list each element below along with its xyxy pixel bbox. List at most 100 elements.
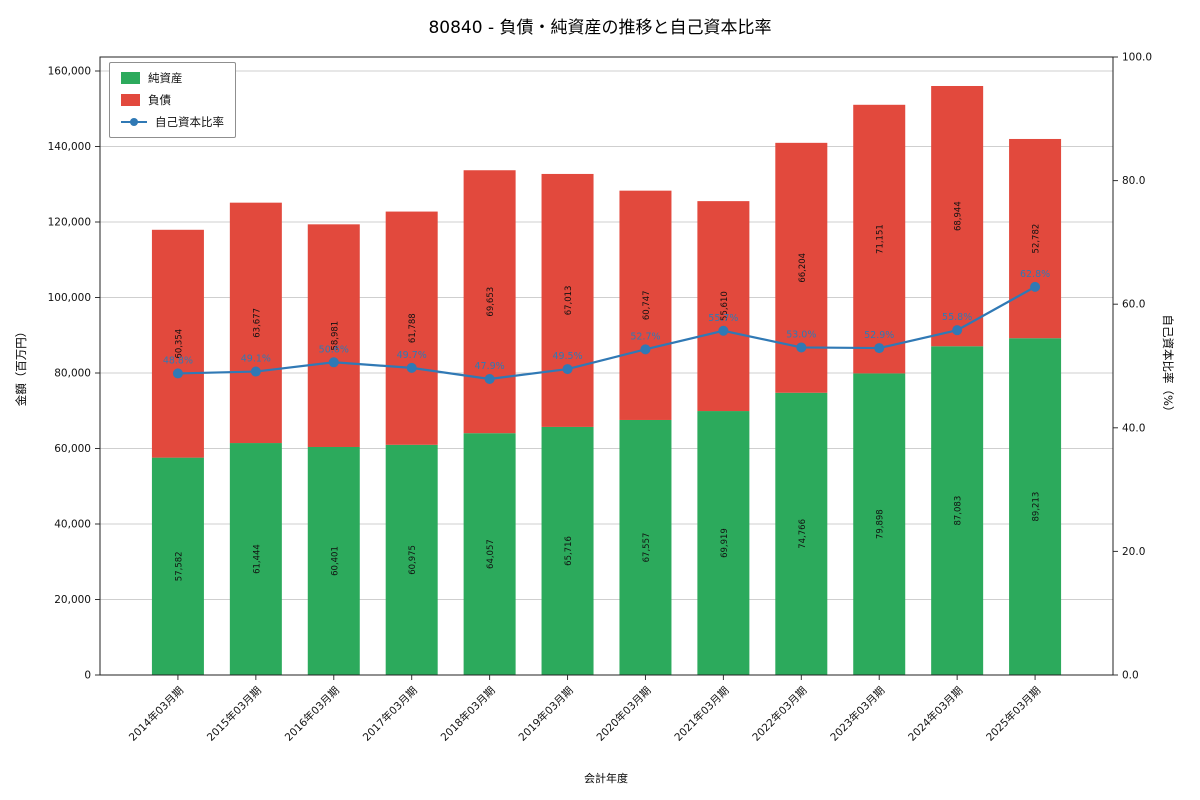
net-assets-value-label: 60,401 (330, 546, 340, 576)
y-right-tick-label: 40.0 (1122, 422, 1145, 434)
liabilities-value-label: 52,782 (1032, 224, 1042, 254)
liabilities-value-label: 67,013 (564, 286, 574, 316)
equity-ratio-marker (718, 325, 729, 336)
equity-ratio-label: 48.8% (163, 355, 193, 366)
liabilities-bar (697, 201, 750, 412)
equity-ratio-marker (874, 343, 885, 354)
liabilities-value-label: 69,653 (486, 287, 496, 317)
liabilities-bar (1009, 138, 1062, 339)
equity-ratio-marker (562, 364, 573, 375)
liabilities-value-label: 63,677 (252, 308, 262, 338)
liabilities-bar (541, 173, 594, 427)
net-assets-bar (853, 373, 906, 675)
liabilities-bar (619, 190, 672, 420)
net-assets-value-label: 64,057 (486, 539, 496, 569)
x-tick-label: 2024年03月期 (905, 684, 965, 744)
legend-label-liabilities: 負債 (148, 93, 171, 107)
plot-border (99, 56, 1114, 676)
net-assets-value-label: 61,444 (252, 544, 262, 574)
liabilities-value-label: 60,354 (174, 329, 184, 359)
equity-ratio-label: 52.7% (630, 331, 660, 342)
legend-item-liabilities: 負債 (121, 92, 224, 108)
net-assets-bar (541, 426, 594, 675)
net-assets-value-label: 57,582 (174, 551, 184, 581)
y-left-tick-label: 140,000 (48, 141, 91, 153)
liabilities-value-label: 61,788 (408, 313, 418, 343)
x-tick-label: 2019年03月期 (516, 684, 576, 744)
y-left-tick-label: 80,000 (54, 368, 91, 380)
equity-ratio-label: 49.7% (397, 350, 427, 361)
x-axis-label: 会計年度 (584, 772, 628, 785)
y-left-tick-label: 0 (84, 670, 91, 682)
equity-ratio-marker (1030, 281, 1041, 292)
liabilities-value-label: 55,610 (720, 291, 730, 321)
equity-ratio-label: 55.7% (708, 313, 738, 324)
x-tick-label: 2018年03月期 (438, 684, 498, 744)
net-assets-bar (307, 446, 360, 675)
net-assets-value-label: 67,557 (642, 533, 652, 563)
legend-line-swatch (121, 118, 147, 126)
net-assets-bar (229, 443, 282, 675)
x-tick-label: 2020年03月期 (594, 684, 654, 744)
equity-ratio-marker (250, 366, 261, 377)
equity-ratio-marker (484, 373, 495, 384)
legend-label-equity-ratio: 自己資本比率 (155, 115, 224, 129)
liabilities-value-label: 68,944 (954, 201, 964, 231)
legend-item-equity-ratio: 自己資本比率 (121, 114, 224, 130)
liabilities-value-label: 58,981 (330, 321, 340, 351)
equity-ratio-marker (172, 368, 183, 379)
liabilities-bar (931, 85, 984, 347)
equity-ratio-line (177, 285, 1036, 381)
net-assets-bar (931, 346, 984, 675)
net-assets-value-label: 74,766 (798, 519, 808, 549)
net-assets-value-label: 89,213 (1032, 492, 1042, 522)
equity-ratio-label: 53.0% (786, 329, 816, 340)
net-assets-value-label: 65,716 (564, 536, 574, 566)
legend-swatch-liabilities (121, 94, 140, 106)
equity-ratio-label: 55.8% (942, 312, 972, 323)
x-tick-label: 2015年03月期 (204, 684, 264, 744)
equity-ratio-label: 47.9% (475, 361, 505, 372)
liabilities-bar (463, 170, 516, 434)
liabilities-value-label: 66,204 (798, 253, 808, 283)
x-tick-label: 2021年03月期 (672, 684, 732, 744)
net-assets-bar (697, 411, 750, 675)
liabilities-bar (385, 211, 438, 445)
net-assets-value-label: 69,919 (720, 528, 730, 558)
equity-ratio-marker (328, 357, 339, 368)
equity-ratio-marker (640, 344, 651, 355)
y-right-tick-label: 0.0 (1122, 670, 1139, 682)
x-tick-label: 2025年03月期 (983, 684, 1043, 744)
net-assets-bar (463, 433, 516, 675)
legend: 純資産 負債 自己資本比率 (109, 62, 236, 138)
equity-ratio-label: 62.8% (1020, 269, 1050, 280)
liabilities-value-label: 60,747 (642, 290, 652, 320)
x-tick-label: 2023年03月期 (828, 684, 888, 744)
y-left-tick-label: 20,000 (54, 594, 91, 606)
y-left-tick-label: 160,000 (48, 66, 91, 78)
y-left-tick-label: 120,000 (48, 217, 91, 229)
y-right-tick-label: 80.0 (1122, 175, 1145, 187)
equity-ratio-marker (796, 342, 807, 353)
liabilities-bar (307, 224, 360, 447)
net-assets-value-label: 79,898 (876, 509, 886, 539)
legend-item-net-assets: 純資産 (121, 70, 224, 86)
net-assets-bar (775, 392, 828, 675)
net-assets-bar (151, 457, 204, 675)
y-left-tick-label: 60,000 (54, 443, 91, 455)
y-left-tick-label: 100,000 (48, 292, 91, 304)
equity-ratio-label: 50.6% (319, 344, 349, 355)
liabilities-bar (853, 104, 906, 374)
equity-ratio-label: 49.1% (241, 354, 271, 365)
x-tick-label: 2014年03月期 (126, 684, 186, 744)
equity-ratio-label: 52.9% (864, 330, 894, 341)
chart-title: 80840 - 負債・純資産の推移と自己資本比率 (428, 18, 772, 38)
net-assets-value-label: 60,975 (408, 545, 418, 575)
x-tick-label: 2022年03月期 (750, 684, 810, 744)
equity-ratio-label: 49.5% (552, 351, 582, 362)
net-assets-bar (385, 444, 438, 675)
legend-swatch-net-assets (121, 72, 140, 84)
y-right-tick-label: 20.0 (1122, 546, 1145, 558)
liabilities-bar (229, 202, 282, 444)
